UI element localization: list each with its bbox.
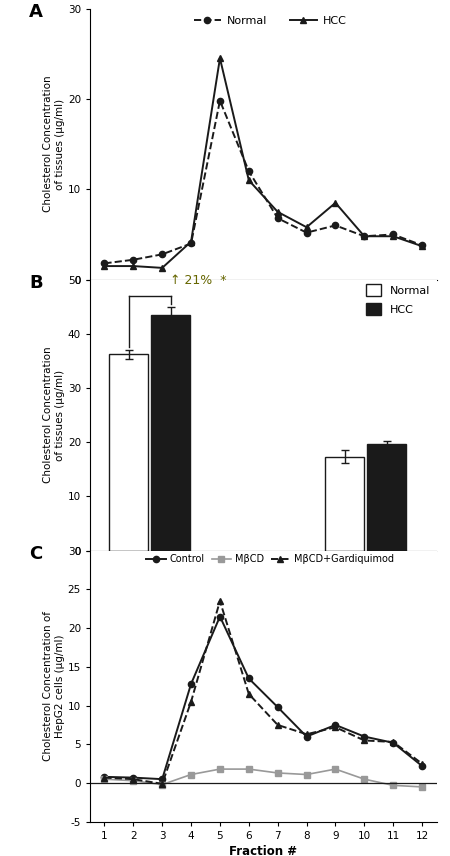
Text: C: C (29, 545, 43, 563)
Text: A: A (29, 3, 43, 21)
Text: B: B (29, 274, 43, 292)
Legend: Normal, HCC: Normal, HCC (189, 11, 351, 30)
Bar (325, 457, 364, 550)
Bar (109, 354, 148, 550)
X-axis label: Fraction #: Fraction # (229, 845, 297, 856)
Y-axis label: Cholesterol Concentration of
HepG2 cells (μg/ml): Cholesterol Concentration of HepG2 cells… (43, 611, 65, 761)
Bar (367, 444, 406, 550)
Legend: Normal, HCC: Normal, HCC (362, 280, 434, 319)
Y-axis label: Cholesterol Concentration
of tissues (μg/ml): Cholesterol Concentration of tissues (μg… (44, 76, 65, 212)
Bar (151, 315, 190, 550)
Text: ↑ 21%  *: ↑ 21% * (170, 274, 226, 288)
X-axis label: Fraction #: Fraction # (229, 303, 297, 316)
Y-axis label: Cholesterol Concentration
of tissues (μg/ml): Cholesterol Concentration of tissues (μg… (44, 347, 65, 484)
Legend: Control, MβCD, MβCD+Gardiquimod: Control, MβCD, MβCD+Gardiquimod (142, 550, 398, 568)
